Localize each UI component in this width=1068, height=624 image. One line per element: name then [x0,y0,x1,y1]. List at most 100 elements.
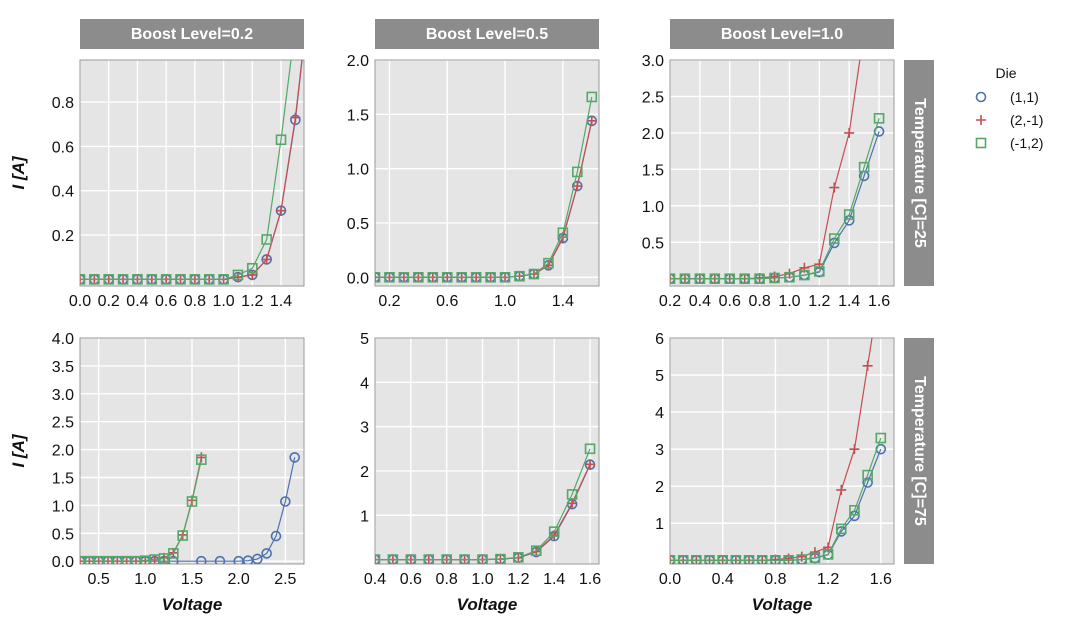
y-axis-label: I [A] [9,433,28,467]
y-tick-label: 1.0 [52,498,74,515]
data-point [809,552,821,564]
data-point [175,274,186,285]
data-point [769,272,780,284]
data-point [459,554,470,564]
facet-strip-right-label: Temperature [C]=25 [911,98,928,248]
data-point [280,496,291,507]
x-tick-label: 0.4 [126,293,148,310]
data-point [849,444,860,455]
plot-background [670,338,894,564]
data-point [530,545,542,557]
data-point [375,554,381,564]
data-point [405,554,417,564]
plot-background [375,60,599,286]
data-point [704,554,715,564]
data-point [586,91,598,103]
data-point [670,554,676,564]
data-point [799,269,810,281]
data-point [275,134,287,146]
data-point [214,555,226,564]
x-tick-label: 1.5 [181,571,203,588]
data-point [103,274,115,285]
legend-entry: (2,-1) [976,112,1043,128]
y-tick-label: 2.0 [347,53,369,70]
plot-frame [79,59,305,287]
data-point [717,554,729,564]
data-point [146,274,158,285]
data-point [585,459,596,470]
legend-label: (2,-1) [1010,112,1043,128]
y-tick-label: 1 [655,516,664,533]
data-point [829,182,840,193]
x-tick-label: 1.0 [134,571,156,588]
data-point [398,272,410,283]
data-point [290,112,301,123]
data-point [670,273,676,285]
data-point [289,452,300,463]
data-point [822,549,834,560]
x-tick-label: 0.0 [69,293,91,310]
plot-frame [669,337,895,565]
data-point [247,262,258,274]
legend-entry: (1,1) [975,89,1039,105]
data-point [470,272,482,283]
x-tick-label: 0.4 [712,571,734,588]
x-tick-label: 0.6 [155,293,177,310]
data-point [513,552,524,563]
data-point [80,274,86,285]
data-point [270,530,282,542]
data-point [849,504,860,516]
series-group [375,91,598,283]
data-point [862,360,873,371]
data-point [739,273,750,285]
data-point [543,257,554,269]
y-tick-label: 0.0 [52,554,74,571]
y-tick-label: 0.4 [52,184,74,201]
y-tick-label: 2.5 [642,89,664,106]
x-axis-label: Voltage [752,595,813,614]
x-tick-label: 1.2 [507,571,529,588]
y-tick-label: 3 [360,420,369,437]
y-tick-label: 1.0 [347,162,369,179]
data-point [203,274,215,285]
x-tick-label: 1.6 [579,571,601,588]
data-point [743,554,755,564]
data-point [499,272,511,283]
facet-strip-right [904,60,934,286]
y-tick-label: 4 [655,405,664,422]
series-line [375,96,593,278]
data-point [783,554,794,564]
data-point [441,554,452,564]
data-point [261,234,272,245]
facet-strip-top [375,19,599,49]
data-point [456,272,468,283]
plot-frame [374,59,600,287]
series-line [375,448,591,561]
x-tick-label: 0.5 [88,571,110,588]
facet-strip-top [80,19,304,49]
x-tick-label: 1.0 [778,293,800,310]
y-tick-label: 3 [655,442,664,459]
data-point [566,489,578,500]
data-point [677,554,689,564]
legend-label: (1,1) [1010,89,1039,105]
facet-strip-top-label: Boost Level=0.2 [131,26,253,43]
data-point [160,274,172,285]
facet-strip-top [670,19,894,49]
panel-3: 0.2 0.4 0.6 0.8 1.0 1.2 1.4 1.6 0.5 1.0 1.5 2.0 2.5 3… [642,19,934,310]
data-point [756,554,768,564]
panel-6: 0.0 0.4 0.8 1.2 1.6 1 2 3 4 5 6 Temperature [C]=75 V… [655,331,934,614]
x-tick-label: 1.2 [241,293,263,310]
y-tick-label: 2.0 [642,126,664,143]
data-point [177,530,188,541]
legend-entry: (-1,2) [975,135,1043,151]
x-tick-label: 0.4 [364,571,386,588]
data-point [691,554,702,564]
x-tick-label: 1.4 [552,293,574,310]
x-tick-label: 1.4 [838,293,860,310]
data-point [694,273,706,285]
data-point [89,274,100,285]
data-point [528,268,540,280]
plot-background [670,60,894,286]
y-tick-label: 0.5 [52,526,74,543]
